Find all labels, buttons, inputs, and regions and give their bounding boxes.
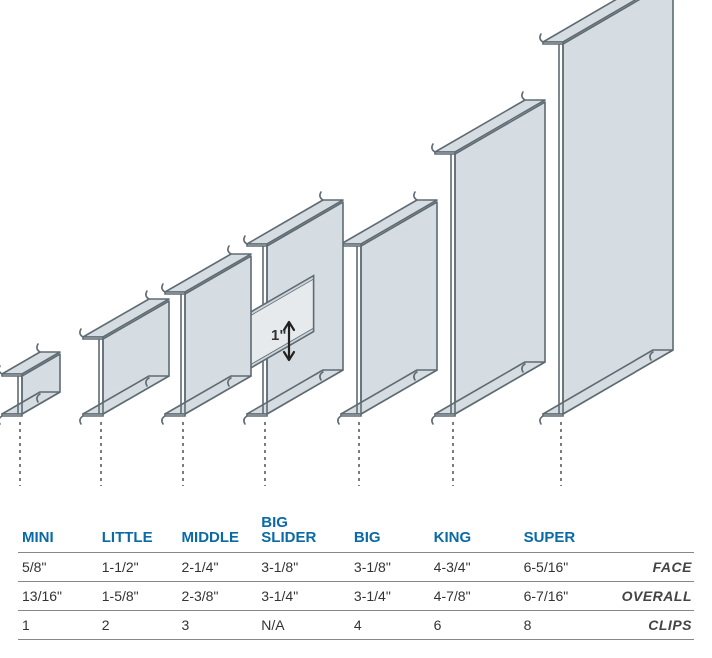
table-cell: N/A	[257, 611, 350, 640]
table-body: MINILITTLEMIDDLEBIGSLIDERBIGKINGSUPER5/8…	[18, 509, 694, 640]
column-header: BIG	[350, 509, 430, 553]
table-cell: 4	[350, 611, 430, 640]
table-cell: 8	[520, 611, 607, 640]
column-header: LITTLE	[98, 509, 178, 553]
row-label: CLIPS	[606, 611, 694, 640]
profile-big	[338, 192, 437, 424]
profile-king	[432, 92, 545, 424]
profile-big-slider	[244, 192, 343, 424]
profile-super	[540, 0, 673, 424]
profile-little	[80, 291, 169, 424]
table-row: 5/8"1-1/2"2-1/4"3-1/8"3-1/8"4-3/4"6-5/16…	[18, 553, 694, 582]
column-header: KING	[430, 509, 520, 553]
table-cell: 4-3/4"	[430, 553, 520, 582]
table-cell: 3-1/4"	[350, 582, 430, 611]
row-label: FACE	[606, 553, 694, 582]
table-name-row: MINILITTLEMIDDLEBIGSLIDERBIGKINGSUPER	[18, 509, 694, 553]
table-cell: 3-1/8"	[350, 553, 430, 582]
table-cell: 5/8"	[18, 553, 98, 582]
table-cell: 2	[98, 611, 178, 640]
spec-table: MINILITTLEMIDDLEBIGSLIDERBIGKINGSUPER5/8…	[18, 509, 694, 641]
table-cell: 1	[18, 611, 98, 640]
spec-table-container: MINILITTLEMIDDLEBIGSLIDERBIGKINGSUPER5/8…	[18, 509, 694, 641]
table-row: 123N/A468CLIPS	[18, 611, 694, 640]
column-header: SUPER	[520, 509, 607, 553]
table-cell: 2-3/8"	[178, 582, 258, 611]
table-cell: 6-7/16"	[520, 582, 607, 611]
table-cell: 1-1/2"	[98, 553, 178, 582]
slider-annotation: 1"	[271, 327, 286, 344]
row-label: OVERALL	[606, 582, 694, 611]
column-header: BIGSLIDER	[257, 509, 350, 553]
table-cell: 3	[178, 611, 258, 640]
table-cell: 3-1/8"	[257, 553, 350, 582]
column-header: MIDDLE	[178, 509, 258, 553]
table-cell: 2-1/4"	[178, 553, 258, 582]
table-row: 13/16"1-5/8"2-3/8"3-1/4"3-1/4"4-7/8"6-7/…	[18, 582, 694, 611]
table-cell: 6-5/16"	[520, 553, 607, 582]
row-label-header	[606, 509, 694, 553]
table-cell: 4-7/8"	[430, 582, 520, 611]
profile-mini	[0, 344, 60, 424]
table-cell: 6	[430, 611, 520, 640]
profile-diagram	[0, 0, 712, 480]
column-header: MINI	[18, 509, 98, 553]
table-cell: 1-5/8"	[98, 582, 178, 611]
table-cell: 13/16"	[18, 582, 98, 611]
table-cell: 3-1/4"	[257, 582, 350, 611]
profile-middle	[162, 246, 251, 424]
